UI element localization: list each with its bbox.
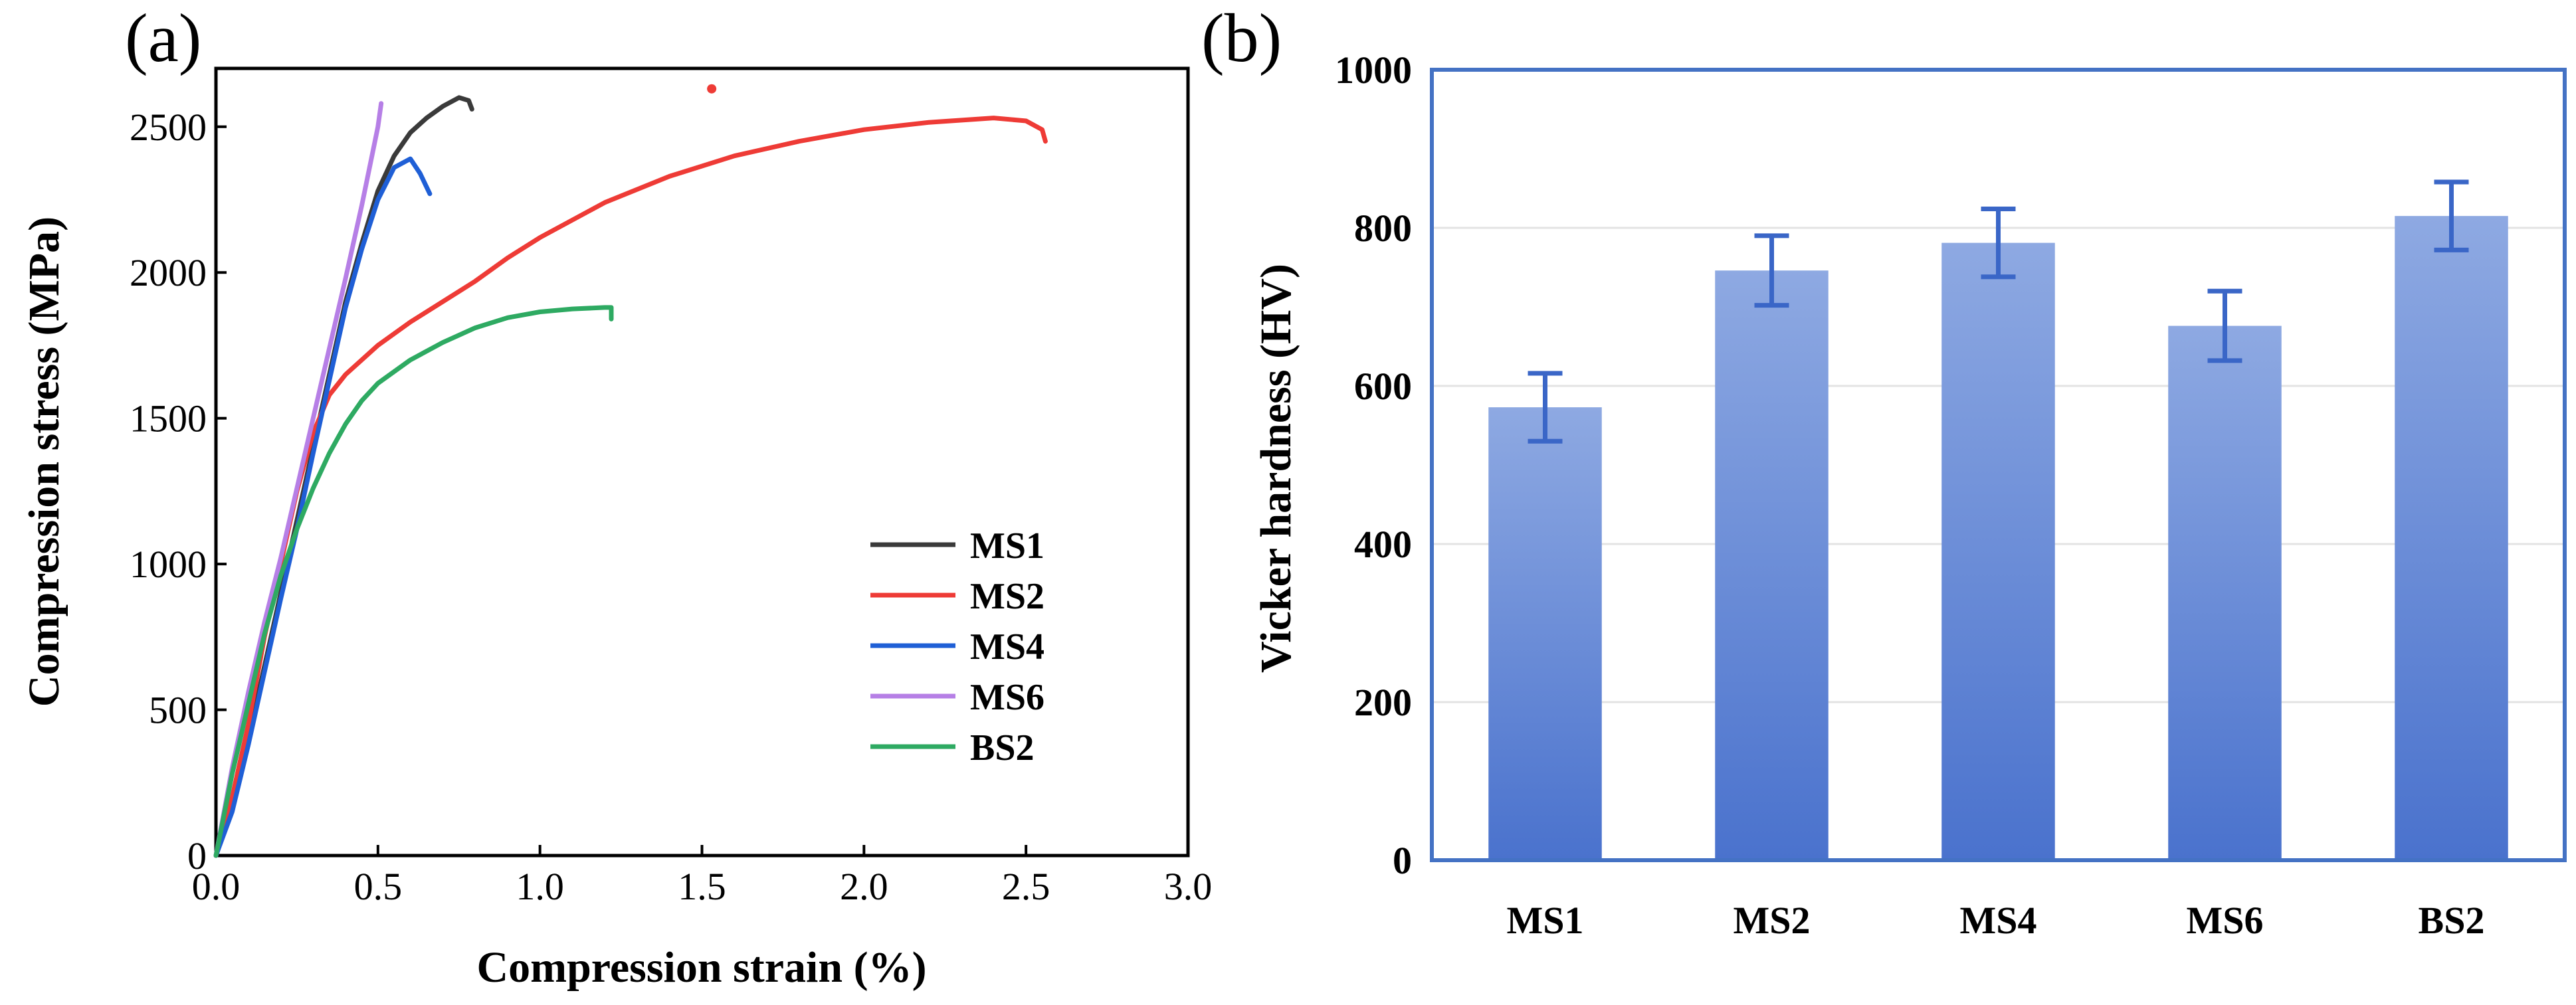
panel-b-error-bars <box>1528 179 2469 444</box>
y-tick-label: 1500 <box>130 397 207 440</box>
category-label-ms4: MS4 <box>1960 899 2037 942</box>
y-tick-label: 400 <box>1354 523 1412 566</box>
x-tick-label: 0.0 <box>192 865 241 908</box>
panel-a-x-axis-label: Compression strain (%) <box>476 943 926 992</box>
y-tick-label: 2000 <box>130 251 207 294</box>
panel-b-label: (b) <box>1201 0 1282 76</box>
panel-b-plot-frame <box>1430 68 2567 862</box>
y-tick-label: 2500 <box>130 106 207 149</box>
y-tick-label: 800 <box>1354 207 1412 250</box>
category-label-bs2: BS2 <box>2419 899 2485 942</box>
legend-label-ms2: MS2 <box>970 576 1044 617</box>
panel-b-bars <box>1488 216 2508 860</box>
series-line-ms1 <box>213 95 474 858</box>
error-bar-ms6 <box>2207 288 2242 363</box>
bar-ms2 <box>1715 270 1829 860</box>
series-line-ms4 <box>213 156 433 858</box>
x-tick-label: 2.0 <box>840 865 888 908</box>
bar-bs2 <box>2395 216 2508 860</box>
y-tick-label: 0 <box>1393 839 1412 882</box>
panel-a-legend: MS1 MS2 MS4 MS6 BS2 <box>870 525 1044 769</box>
y-tick-label: 0 <box>187 834 207 877</box>
category-label-ms2: MS2 <box>1734 899 1811 942</box>
panel-a-x-ticks: 0.0 0.5 1.0 1.5 2.0 2.5 3.0 <box>192 845 1213 908</box>
panel-a-series-lines <box>213 95 1048 858</box>
panel-b-category-labels: MS1 MS2 MS4 MS6 BS2 <box>1507 899 2485 942</box>
error-bar-ms1 <box>1528 371 1563 444</box>
x-tick-label: 2.5 <box>1002 865 1050 908</box>
bar-ms1 <box>1488 407 1602 860</box>
y-tick-label: 1000 <box>1335 48 1412 92</box>
y-tick-label: 500 <box>149 689 207 732</box>
series-line-ms6 <box>213 101 384 858</box>
panel-a-annotations <box>707 84 717 94</box>
category-label-ms1: MS1 <box>1507 899 1584 942</box>
panel-a-y-axis-label: Compression stress (MPa) <box>20 217 68 707</box>
panel-a-label: (a) <box>125 0 201 76</box>
error-bar-ms2 <box>1754 233 1789 308</box>
panel-b-bar-chart: (b) 0 200 400 600 800 1000 MS1 MS2 MS4 MS6 BS2 Vi… <box>1201 0 2567 942</box>
panel-b-y-axis-label: Vicker hardness (HV) <box>1252 264 1300 673</box>
panel-a-line-chart: (a) 0.0 0.5 1.0 1.5 2.0 2.5 3.0 0 500 1000 1500 20… <box>20 0 1212 992</box>
legend-label-ms4: MS4 <box>970 626 1044 668</box>
bar-ms4 <box>1941 242 2055 860</box>
y-tick-label: 1000 <box>130 543 207 586</box>
x-tick-label: 1.5 <box>678 865 726 908</box>
error-bar-bs2 <box>2434 179 2469 252</box>
panel-a-y-ticks: 0 500 1000 1500 2000 2500 <box>130 106 227 877</box>
category-label-ms6: MS6 <box>2187 899 2264 942</box>
bar-ms6 <box>2168 325 2282 860</box>
x-tick-label: 3.0 <box>1164 865 1213 908</box>
panel-b-y-ticks: 0 200 400 600 800 1000 <box>1335 48 1412 882</box>
legend-label-ms6: MS6 <box>970 677 1044 718</box>
y-tick-label: 200 <box>1354 681 1412 724</box>
x-tick-label: 0.5 <box>354 865 403 908</box>
panel-a-plot-frame <box>214 66 1190 858</box>
series-line-bs2 <box>213 305 614 858</box>
x-tick-label: 1.0 <box>516 865 564 908</box>
legend-label-bs2: BS2 <box>970 727 1035 769</box>
stray-data-dot <box>707 84 717 94</box>
legend-label-ms1: MS1 <box>970 525 1044 567</box>
y-tick-label: 600 <box>1354 365 1412 408</box>
error-bar-ms4 <box>1981 206 2016 280</box>
